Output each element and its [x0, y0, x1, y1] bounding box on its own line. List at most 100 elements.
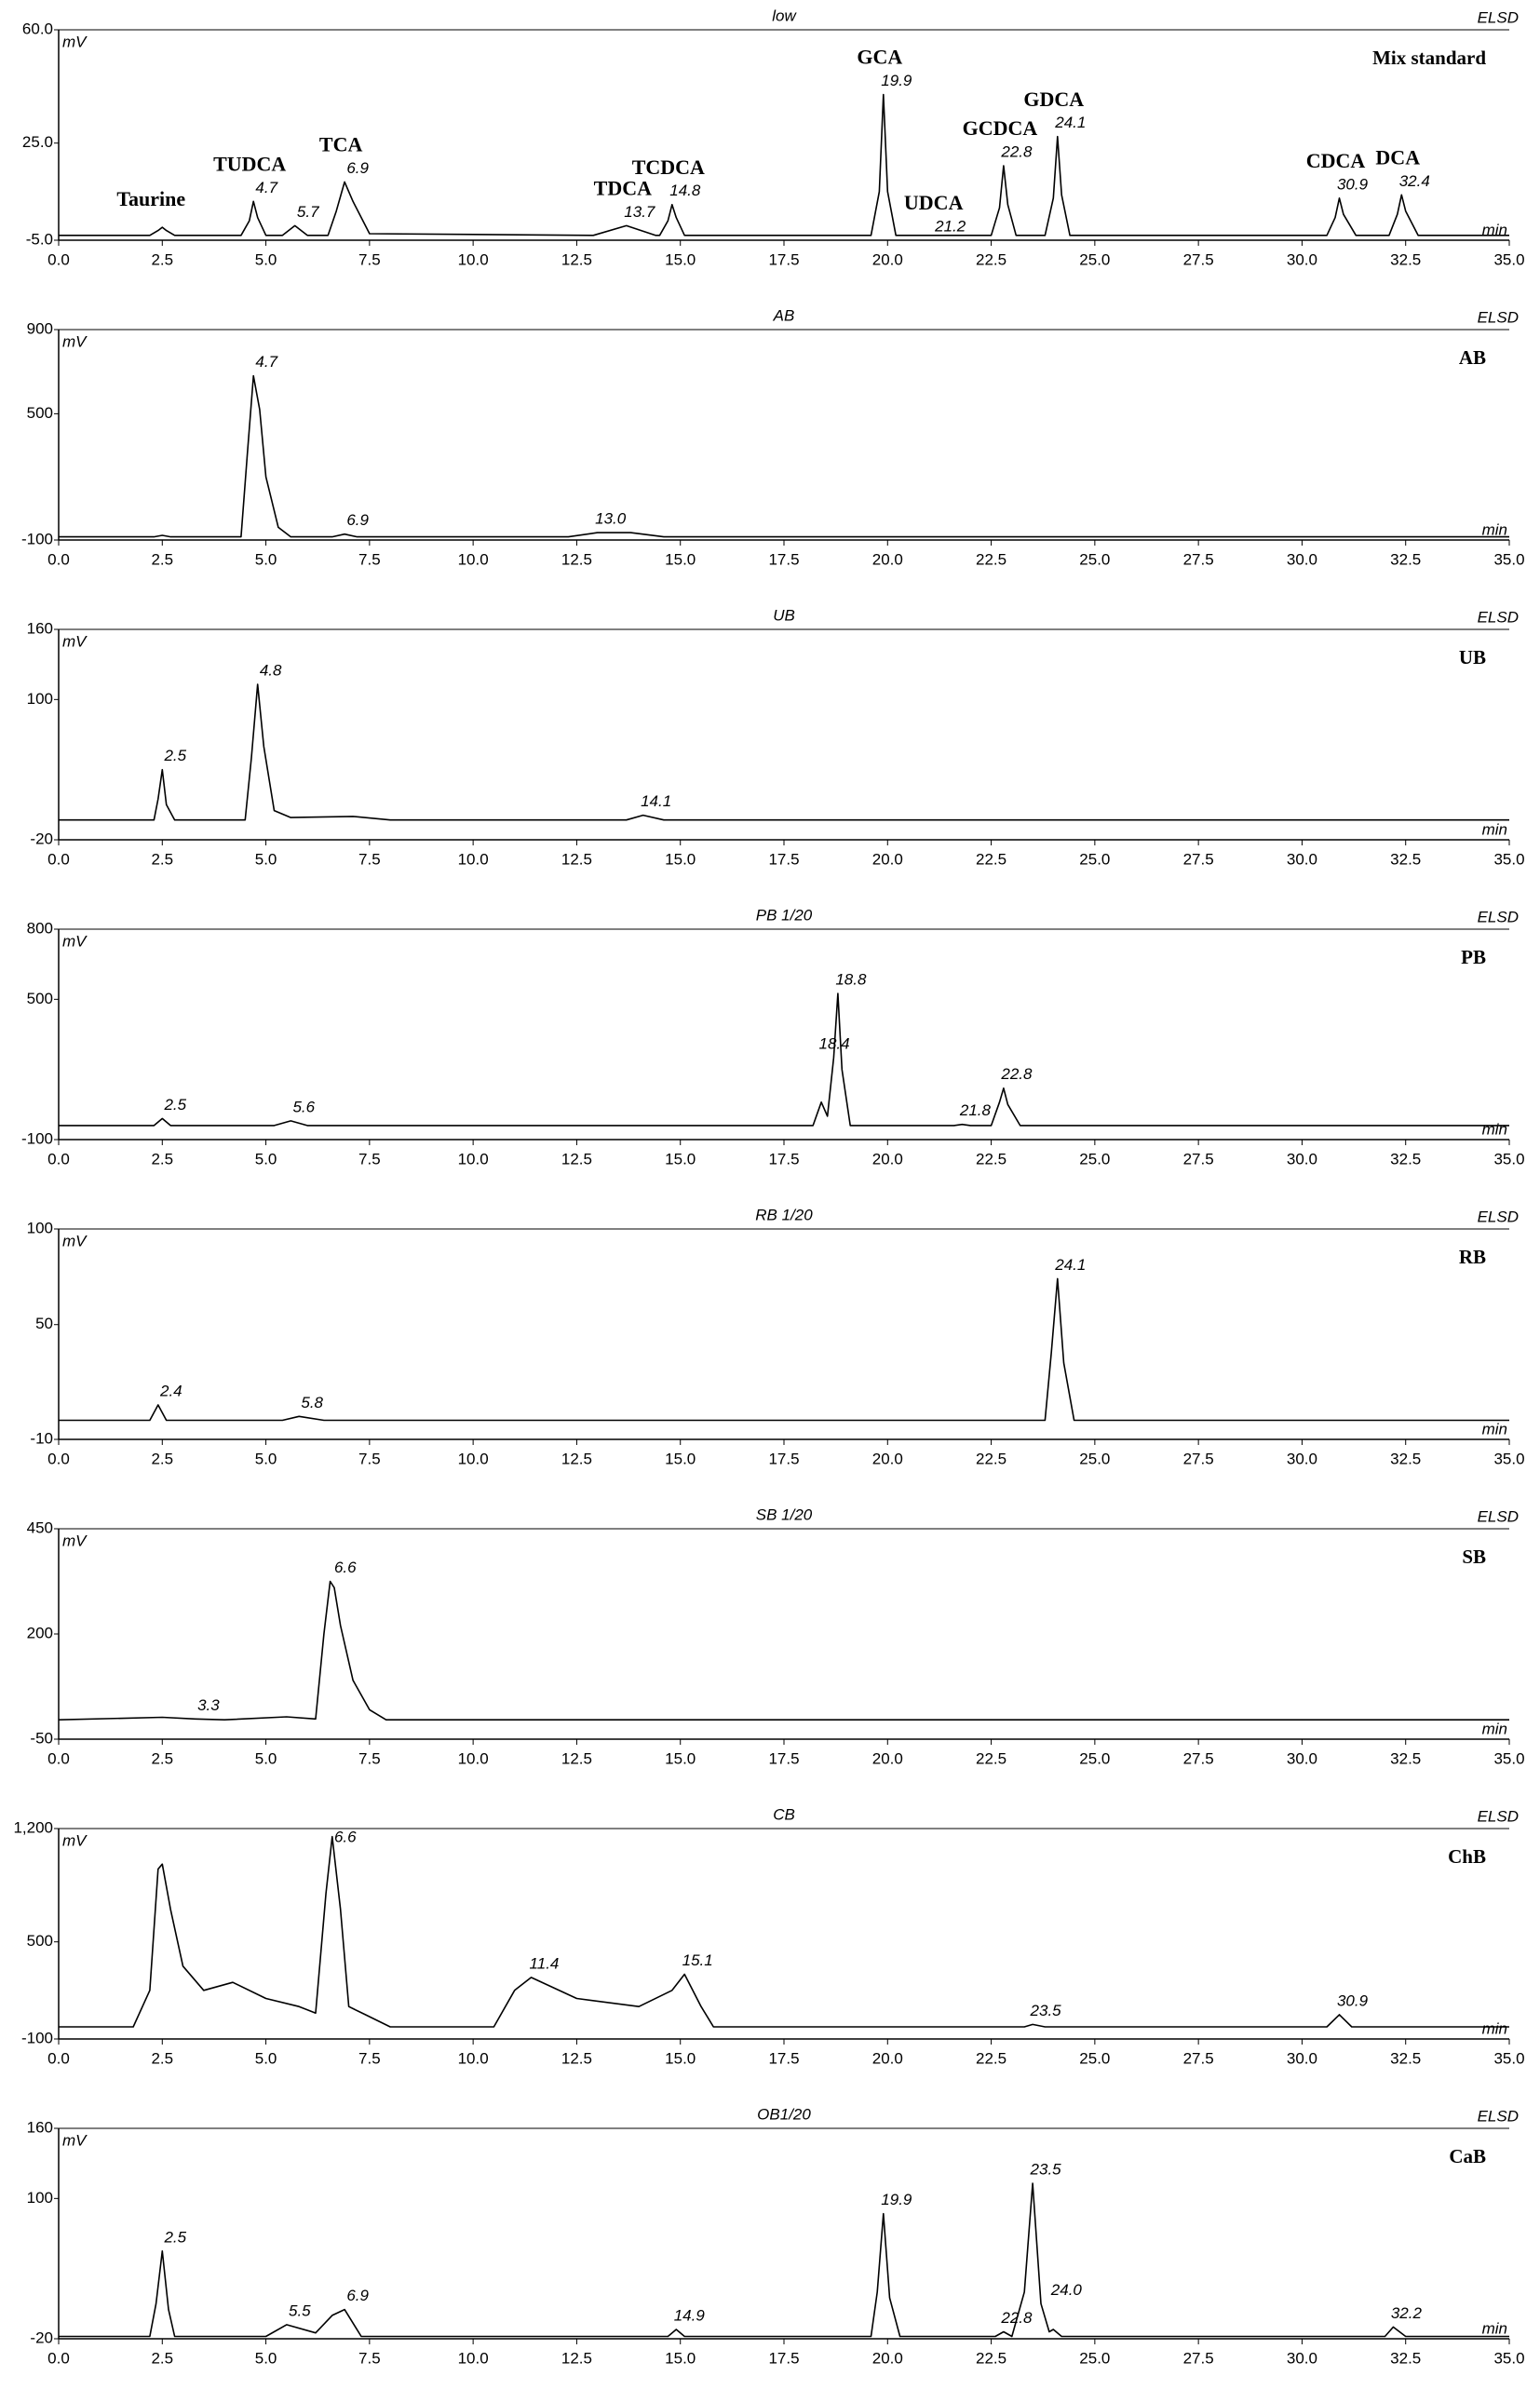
chromatogram-trace: [59, 93, 1509, 236]
x-tick-label: 30.0: [1287, 1749, 1317, 1767]
x-tick-label: 7.5: [358, 1450, 381, 1467]
side-label: CaB: [1449, 2145, 1486, 2167]
x-tick-label: 2.5: [151, 550, 173, 568]
x-tick-label: 20.0: [872, 250, 903, 268]
detector-label: ELSD: [1478, 2107, 1519, 2125]
peak-label: 5.6: [292, 1098, 315, 1115]
x-tick-label: 5.0: [255, 850, 277, 868]
x-tick-label: 12.5: [561, 2349, 592, 2367]
y-unit: mV: [62, 1831, 88, 1849]
detector-label: ELSD: [1478, 608, 1519, 626]
x-unit: min: [1482, 520, 1507, 538]
x-tick-label: 15.0: [665, 1749, 696, 1767]
side-label: ChB: [1448, 1845, 1486, 1868]
x-tick-label: 15.0: [665, 1150, 696, 1168]
x-tick-label: 2.5: [151, 1749, 173, 1767]
chart-title: AB: [773, 306, 795, 324]
peak-label: 22.8: [1000, 1065, 1033, 1083]
x-tick-label: 22.5: [976, 850, 1006, 868]
side-label: UB: [1459, 646, 1486, 668]
x-tick-label: 15.0: [665, 1450, 696, 1467]
y-tick-label: -5.0: [26, 230, 53, 248]
peak-label: 13.0: [595, 510, 627, 528]
x-tick-label: 7.5: [358, 2349, 381, 2367]
y-unit: mV: [62, 332, 88, 350]
y-tick-label: 450: [27, 1519, 53, 1536]
y-tick-label: 60.0: [22, 20, 53, 37]
x-tick-label: 0.0: [47, 850, 70, 868]
x-tick-label: 7.5: [358, 850, 381, 868]
peak-label: 6.9: [346, 511, 369, 529]
peak-label: 21.2: [934, 217, 966, 235]
detector-label: ELSD: [1478, 1807, 1519, 1825]
x-unit: min: [1482, 221, 1507, 238]
x-tick-label: 25.0: [1079, 1450, 1110, 1467]
y-tick-label: 160: [27, 2118, 53, 2136]
x-tick-label: 30.0: [1287, 2049, 1317, 2067]
x-tick-label: 20.0: [872, 2049, 903, 2067]
x-tick-label: 25.0: [1079, 550, 1110, 568]
x-tick-label: 10.0: [458, 250, 489, 268]
x-unit: min: [1482, 2019, 1507, 2037]
compound-label: TCDCA: [632, 155, 705, 179]
x-tick-label: 20.0: [872, 550, 903, 568]
compound-label: CDCA: [1306, 149, 1366, 172]
peak-label: 5.8: [301, 1394, 323, 1411]
peak-label: 2.5: [163, 2228, 186, 2246]
x-tick-label: 2.5: [151, 250, 173, 268]
x-tick-label: 20.0: [872, 1749, 903, 1767]
chromatogram-trace: [59, 2182, 1509, 2338]
x-tick-label: 2.5: [151, 1450, 173, 1467]
x-tick-label: 32.5: [1390, 550, 1421, 568]
x-tick-label: 12.5: [561, 2049, 592, 2067]
peak-label: 24.1: [1054, 1256, 1086, 1274]
x-tick-label: 32.5: [1390, 250, 1421, 268]
y-tick-label: 25.0: [22, 133, 53, 151]
x-tick-label: 35.0: [1493, 550, 1524, 568]
x-tick-label: 10.0: [458, 550, 489, 568]
peak-label: 4.7: [255, 353, 277, 371]
x-tick-label: 7.5: [358, 2049, 381, 2067]
x-tick-label: 27.5: [1183, 550, 1214, 568]
x-tick-label: 10.0: [458, 1150, 489, 1168]
side-label: PB: [1461, 946, 1486, 968]
x-tick-label: 12.5: [561, 1150, 592, 1168]
x-tick-label: 32.5: [1390, 1749, 1421, 1767]
peak-label: 22.8: [1000, 2309, 1033, 2327]
x-tick-label: 0.0: [47, 550, 70, 568]
x-tick-label: 5.0: [255, 1150, 277, 1168]
x-tick-label: 22.5: [976, 550, 1006, 568]
peak-label: 19.9: [881, 2191, 912, 2208]
x-tick-label: 22.5: [976, 1150, 1006, 1168]
y-tick-label: -10: [30, 1429, 53, 1447]
x-tick-label: 20.0: [872, 1150, 903, 1168]
peak-label: 14.8: [669, 182, 701, 199]
x-tick-label: 12.5: [561, 550, 592, 568]
side-label: RB: [1459, 1246, 1486, 1268]
peak-label: 5.7: [297, 203, 319, 221]
x-tick-label: 17.5: [768, 250, 799, 268]
compound-label: GCA: [857, 46, 902, 69]
x-tick-label: 10.0: [458, 1749, 489, 1767]
chromatogram-trace: [59, 1835, 1509, 2028]
x-tick-label: 35.0: [1493, 1150, 1524, 1168]
peak-label: 14.9: [674, 2306, 706, 2324]
side-label: Mix standard: [1372, 47, 1486, 69]
compound-label: TCA: [319, 132, 363, 155]
peak-label: 6.6: [334, 1828, 357, 1845]
chromatogram-trace: [59, 683, 1509, 821]
peak-label: 4.7: [255, 179, 277, 196]
x-tick-label: 25.0: [1079, 2349, 1110, 2367]
x-tick-label: 5.0: [255, 2349, 277, 2367]
x-tick-label: 30.0: [1287, 1450, 1317, 1467]
x-tick-label: 2.5: [151, 2349, 173, 2367]
detector-label: ELSD: [1478, 1507, 1519, 1525]
x-tick-label: 7.5: [358, 1749, 381, 1767]
x-tick-label: 17.5: [768, 550, 799, 568]
compound-label: TDCA: [594, 176, 652, 199]
compound-label: DCA: [1375, 145, 1420, 169]
chart-title: SB 1/20: [756, 1505, 813, 1523]
x-tick-label: 5.0: [255, 1450, 277, 1467]
x-tick-label: 25.0: [1079, 850, 1110, 868]
x-tick-label: 22.5: [976, 1749, 1006, 1767]
